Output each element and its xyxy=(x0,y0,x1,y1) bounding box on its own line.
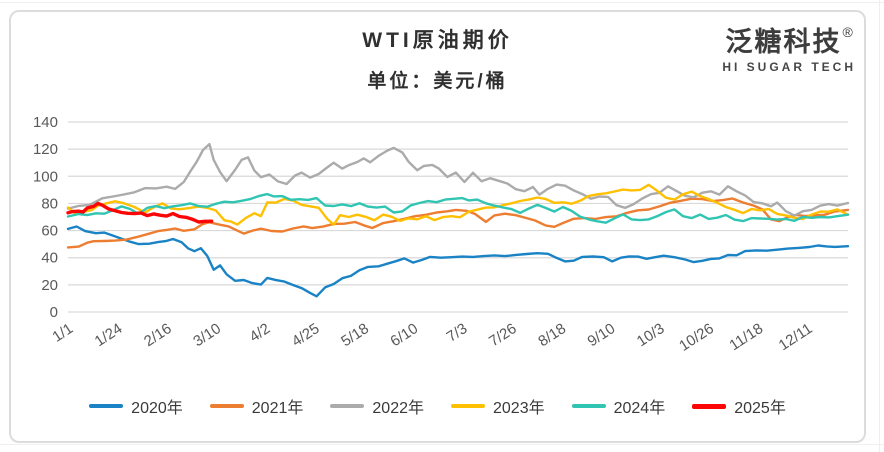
legend-label: 2023年 xyxy=(493,400,545,417)
registered-trademark-icon: ® xyxy=(842,24,853,40)
x-tick-label: 1/1 xyxy=(49,320,76,346)
chart-card xyxy=(9,10,866,443)
legend-item-2023年: 2023年 xyxy=(451,394,545,418)
brand-logo: 泛糖科技® HI SUGAR TECH xyxy=(722,24,856,74)
legend-item-2021年: 2021年 xyxy=(209,394,304,418)
y-tick-label: 100 xyxy=(33,168,58,185)
legend-swatch-2020年 xyxy=(89,404,124,408)
x-tick-label: 3/10 xyxy=(190,320,224,350)
x-tick-label: 5/18 xyxy=(338,320,372,350)
chart-unit-label: 单位：美元/桶 xyxy=(367,71,508,92)
y-tick-label: 20 xyxy=(41,277,58,294)
worksheet-gridline-right xyxy=(879,0,880,452)
legend-item-2025年: 2025年 xyxy=(692,394,786,418)
legend-label: 2021年 xyxy=(251,400,304,417)
legend-label: 2022年 xyxy=(372,400,424,417)
brand-tagline: HI SUGAR TECH xyxy=(722,60,856,74)
legend-swatch-2024年 xyxy=(571,404,606,408)
legend-label: 2025年 xyxy=(734,400,786,417)
chart-header: WTI原油期价 单位：美元/桶 xyxy=(9,0,866,93)
legend-label: 2020年 xyxy=(131,400,183,417)
chart-legend: 2020年 2021年 2022年 2023年 2024年 2025年 xyxy=(9,393,866,419)
y-tick-label: 140 xyxy=(33,114,58,131)
x-tick-label: 7/3 xyxy=(444,320,471,346)
x-tick-label: 8/18 xyxy=(535,320,569,350)
x-tick-label: 10/26 xyxy=(676,320,717,355)
legend-swatch-2022年 xyxy=(330,404,365,408)
x-tick-label: 4/25 xyxy=(289,320,323,350)
x-tick-label: 10/3 xyxy=(634,320,668,350)
x-tick-label: 1/24 xyxy=(92,320,126,350)
series-line-2024年 xyxy=(66,192,850,224)
x-tick-label: 4/2 xyxy=(247,320,274,346)
worksheet-gridline-top xyxy=(0,2,884,3)
series-line-2021年 xyxy=(66,197,850,249)
legend-swatch-2023年 xyxy=(451,404,485,408)
series-line-2020年 xyxy=(66,225,850,298)
legend-item-2024年: 2024年 xyxy=(571,394,666,418)
y-tick-label: 120 xyxy=(33,141,58,158)
x-tick-label: 11/18 xyxy=(726,320,766,354)
x-tick-label: 9/10 xyxy=(585,320,619,350)
legend-swatch-2021年 xyxy=(209,404,244,408)
legend-swatch-2025年 xyxy=(692,403,727,409)
x-tick-label: 2/16 xyxy=(141,320,175,350)
y-tick-label: 60 xyxy=(41,223,58,240)
y-tick-label: 80 xyxy=(41,195,58,212)
x-tick-label: 6/10 xyxy=(387,320,421,350)
series-line-2025年 xyxy=(66,201,214,224)
series-line-2022年 xyxy=(66,142,850,217)
x-tick-label: 7/26 xyxy=(486,320,520,350)
legend-item-2022年: 2022年 xyxy=(330,394,424,418)
y-tick-label: 40 xyxy=(41,250,58,267)
x-tick-label: 12/11 xyxy=(776,320,816,354)
brand-name: 泛糖科技 xyxy=(725,27,842,57)
chart-title: WTI原油期价 xyxy=(362,29,513,52)
legend-label: 2024年 xyxy=(613,400,666,417)
legend-item-2020年: 2020年 xyxy=(89,394,183,418)
worksheet-gridline-bottom xyxy=(0,444,884,445)
y-tick-label: 0 xyxy=(50,304,58,321)
